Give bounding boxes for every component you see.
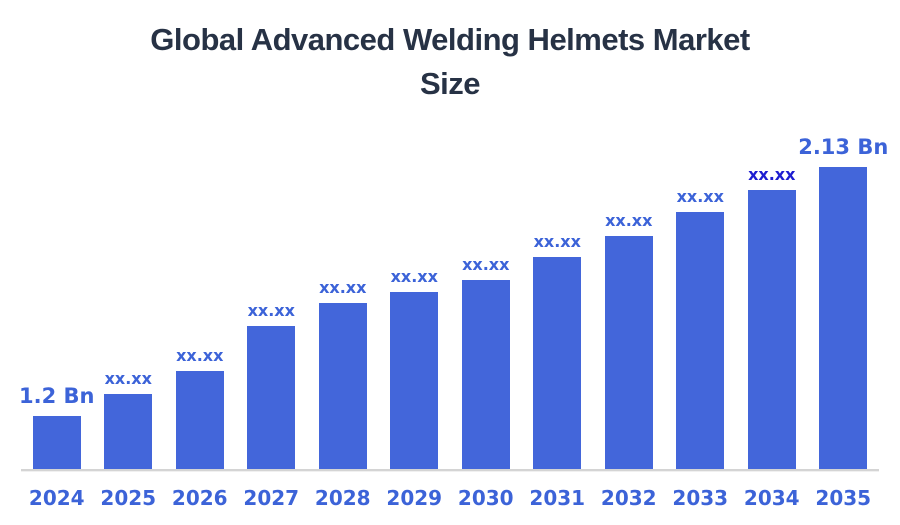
bar-slot-2024: 1.2 Bn bbox=[19, 130, 95, 471]
bar-slot-2026: xx.xx bbox=[164, 130, 236, 471]
bar-2028 bbox=[318, 303, 367, 471]
chart-title: Global Advanced Welding Helmets Market S… bbox=[0, 18, 900, 106]
bar-slot-2029: xx.xx bbox=[379, 130, 451, 471]
bar-2035 bbox=[819, 167, 868, 471]
value-label-2029: xx.xx bbox=[390, 267, 438, 286]
year-label-2032: 2032 bbox=[600, 486, 657, 510]
bar-2029 bbox=[390, 292, 439, 471]
year-label-2026: 2026 bbox=[171, 486, 228, 510]
bar-2027 bbox=[247, 326, 296, 471]
value-label-2026: xx.xx bbox=[176, 346, 224, 365]
bar-2026 bbox=[175, 371, 224, 471]
bar-2034 bbox=[747, 190, 796, 471]
year-label-2033: 2033 bbox=[672, 486, 729, 510]
value-label-2030: xx.xx bbox=[462, 255, 510, 274]
value-label-2031: xx.xx bbox=[533, 232, 581, 251]
value-label-2028: xx.xx bbox=[319, 278, 367, 297]
value-label-2024: 1.2 Bn bbox=[19, 384, 95, 408]
year-label-2029: 2029 bbox=[386, 486, 443, 510]
bar-2025 bbox=[104, 394, 153, 471]
bars-area: 1.2 Bn xx.xx xx.xx xx.xx xx.xx xx.xx xx.xx xx.x… bbox=[19, 130, 888, 471]
year-label-2024: 2024 bbox=[28, 486, 85, 510]
year-label-2034: 2034 bbox=[743, 486, 800, 510]
bar-2032 bbox=[604, 236, 653, 471]
bar-slot-2025: xx.xx bbox=[93, 130, 165, 471]
bar-slot-2030: xx.xx bbox=[450, 130, 522, 471]
year-label-2030: 2030 bbox=[457, 486, 514, 510]
chart-title-line2: Size bbox=[419, 66, 481, 101]
value-label-2032: xx.xx bbox=[605, 211, 653, 230]
bar-slot-2031: xx.xx bbox=[522, 130, 594, 471]
value-label-2035: 2.13 Bn bbox=[798, 135, 889, 159]
value-label-2033: xx.xx bbox=[676, 187, 724, 206]
bar-slot-2034: xx.xx bbox=[736, 130, 808, 471]
bar-2030 bbox=[461, 280, 510, 471]
year-label-2025: 2025 bbox=[100, 486, 157, 510]
bar-slot-2028: xx.xx bbox=[307, 130, 379, 471]
bar-2031 bbox=[533, 257, 582, 471]
chart-title-line1: Global Advanced Welding Helmets Market bbox=[150, 22, 750, 57]
bar-slot-2035: 2.13 Bn bbox=[798, 130, 888, 471]
value-label-2034: xx.xx bbox=[748, 165, 796, 184]
x-axis-line bbox=[21, 469, 879, 471]
year-label-2031: 2031 bbox=[529, 486, 586, 510]
bar-2033 bbox=[676, 212, 725, 471]
bar-plot: 1.2 Bn xx.xx xx.xx xx.xx xx.xx xx.xx xx.xx xx.x… bbox=[19, 130, 888, 509]
bar-2024 bbox=[32, 416, 81, 471]
year-label-2035: 2035 bbox=[815, 486, 872, 510]
year-label-2028: 2028 bbox=[314, 486, 371, 510]
value-label-2025: xx.xx bbox=[104, 369, 152, 388]
bar-slot-2032: xx.xx bbox=[593, 130, 665, 471]
year-label-2027: 2027 bbox=[243, 486, 300, 510]
bar-slot-2033: xx.xx bbox=[665, 130, 737, 471]
value-label-2027: xx.xx bbox=[247, 301, 295, 320]
x-axis-labels: 2024 2025 2026 2027 2028 2029 2030 2031 2032 2033… bbox=[21, 471, 879, 508]
bar-slot-2027: xx.xx bbox=[236, 130, 308, 471]
